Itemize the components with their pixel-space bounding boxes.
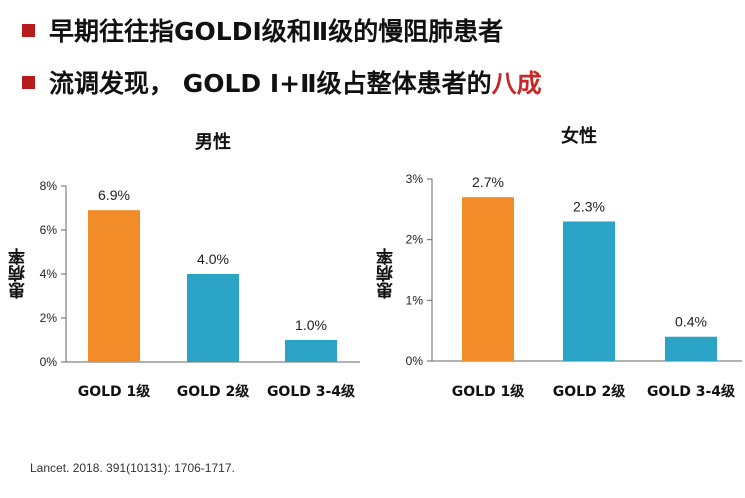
chart-2-category-label-2: GOLD 2级 — [553, 383, 627, 400]
bullet-2: 流调发现， GOLD Ⅰ+Ⅱ级占整体患者的八成 — [22, 64, 542, 100]
chart-1-bar-3 — [285, 340, 337, 362]
bullet-2-text: 流调发现， GOLD Ⅰ+Ⅱ级占整体患者的八成 — [49, 69, 542, 98]
chart-2-ytick-label: 1% — [406, 293, 424, 307]
citation: Lancet. 2018. 391(10131): 1706-1717. — [30, 461, 235, 475]
bullet-square-icon — [22, 23, 35, 37]
chart-2-value-label-3: 0.4% — [675, 314, 707, 330]
chart-1-bar-2 — [187, 274, 239, 362]
chart-2-value-label-2: 2.3% — [573, 198, 605, 214]
chart-1-bar-1 — [88, 210, 140, 362]
chart-2-bar-1 — [462, 197, 514, 361]
bullet-1: 早期往往指GOLDⅠ级和Ⅱ级的慢阻肺患者 — [22, 12, 503, 48]
chart-1-title: 男性 — [195, 132, 231, 153]
chart-2-value-label-1: 2.7% — [472, 174, 504, 190]
chart-2-ytick-label: 3% — [406, 172, 424, 186]
chart-1-value-label-1: 6.9% — [98, 187, 130, 203]
chart-1-value-label-2: 4.0% — [197, 251, 229, 267]
bullet-2-highlight: 八成 — [491, 69, 542, 98]
chart-1-ytick-label: 6% — [40, 223, 58, 237]
chart-2-bar-3 — [665, 336, 717, 361]
bullet-1-text: 早期往往指GOLDⅠ级和Ⅱ级的慢阻肺患者 — [49, 17, 504, 46]
chart-2-title: 女性 — [561, 126, 597, 147]
chart-1-category-label-3: GOLD 3-4级 — [267, 383, 356, 400]
chart-1-ytick-label: 0% — [40, 355, 58, 369]
chart-2-category-label-3: GOLD 3-4级 — [647, 383, 736, 400]
chart-1-category-label-2: GOLD 2级 — [177, 383, 251, 400]
chart-2-ytick-label: 2% — [406, 233, 424, 247]
chart-2-ytick-label: 0% — [406, 354, 424, 368]
chart-1-ytick-label: 4% — [40, 267, 58, 281]
chart-1-category-label-1: GOLD 1级 — [78, 383, 152, 400]
chart-1-value-label-3: 1.0% — [295, 317, 327, 333]
chart-1-ytick-label: 8% — [40, 179, 58, 193]
chart-2-bar-2 — [563, 221, 615, 361]
bullet-square-icon — [22, 75, 35, 89]
chart-1-ytick-label: 2% — [40, 311, 58, 325]
chart-2-category-label-1: GOLD 1级 — [452, 383, 526, 400]
